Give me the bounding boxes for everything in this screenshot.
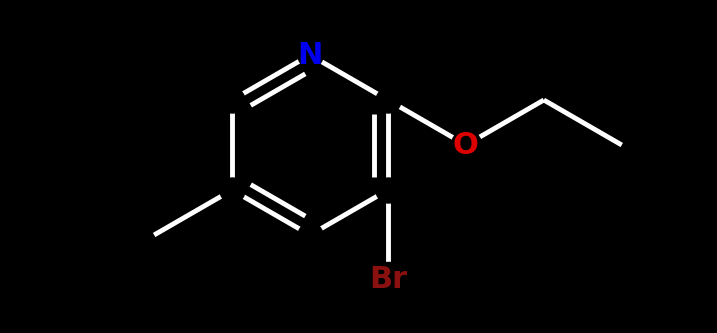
Text: N: N [298,41,323,70]
Text: Br: Br [369,265,407,294]
Text: O: O [453,131,479,160]
